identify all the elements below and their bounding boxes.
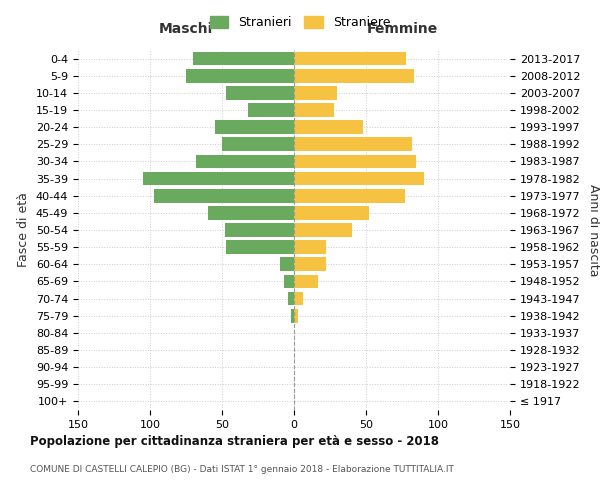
Text: Maschi: Maschi — [159, 22, 213, 36]
Bar — [294, 274, 319, 288]
Bar — [294, 172, 424, 185]
Bar — [294, 52, 406, 66]
Bar — [294, 240, 326, 254]
Bar — [294, 292, 302, 306]
Text: COMUNE DI CASTELLI CALEPIO (BG) - Dati ISTAT 1° gennaio 2018 - Elaborazione TUTT: COMUNE DI CASTELLI CALEPIO (BG) - Dati I… — [30, 465, 454, 474]
Text: Femmine: Femmine — [367, 22, 437, 36]
Bar — [291, 309, 294, 322]
Bar — [154, 189, 294, 202]
Bar — [226, 240, 294, 254]
Y-axis label: Fasce di età: Fasce di età — [17, 192, 31, 268]
Bar — [294, 258, 326, 271]
Bar — [294, 189, 405, 202]
Bar — [284, 274, 294, 288]
Legend: Stranieri, Straniere: Stranieri, Straniere — [205, 11, 395, 34]
Bar — [294, 103, 334, 117]
Bar — [196, 154, 294, 168]
Bar — [294, 120, 363, 134]
Bar — [208, 206, 294, 220]
Bar — [294, 206, 369, 220]
Bar — [294, 69, 413, 82]
Text: Popolazione per cittadinanza straniera per età e sesso - 2018: Popolazione per cittadinanza straniera p… — [30, 435, 439, 448]
Bar — [280, 258, 294, 271]
Bar — [193, 52, 294, 66]
Bar — [294, 309, 298, 322]
Bar — [222, 138, 294, 151]
Bar — [215, 120, 294, 134]
Bar — [186, 69, 294, 82]
Bar — [225, 223, 294, 237]
Bar — [294, 154, 416, 168]
Bar — [288, 292, 294, 306]
Bar — [294, 86, 337, 100]
Bar — [226, 86, 294, 100]
Bar — [294, 223, 352, 237]
Bar — [248, 103, 294, 117]
Y-axis label: Anni di nascita: Anni di nascita — [587, 184, 600, 276]
Bar — [143, 172, 294, 185]
Bar — [294, 138, 412, 151]
